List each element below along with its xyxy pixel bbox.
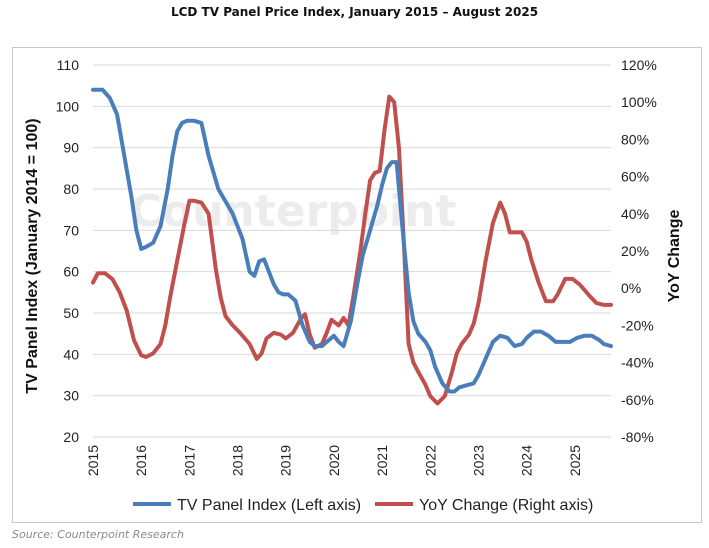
x-tick-label: 2016 — [133, 445, 149, 476]
gridlines — [93, 64, 611, 438]
left-tick-label: 30 — [63, 388, 79, 404]
left-tick-label: 80 — [63, 181, 79, 197]
right-tick-label: 20% — [621, 243, 649, 259]
right-axis-title: YoY Change — [666, 210, 683, 303]
right-tick-label: -20% — [621, 317, 654, 333]
right-tick-label: -80% — [621, 429, 654, 445]
right-tick-label: 120% — [621, 57, 657, 73]
right-tick-label: -40% — [621, 355, 654, 371]
left-tick-label: 70 — [63, 222, 79, 238]
x-axis-ticks: 2015 2016 2017 2018 2019 2020 2021 2022 2023 2024… — [85, 445, 583, 476]
x-tick-label: 2020 — [326, 445, 342, 476]
x-tick-label: 2017 — [181, 445, 197, 476]
watermark-text: Counterpoint — [130, 186, 457, 237]
chart-frame: Counterpoint 20 30 40 50 60 70 80 90 100 110 -80%… — [12, 47, 702, 523]
series-line-index — [91, 87, 613, 394]
line-chart: Counterpoint 20 30 40 50 60 70 80 90 100 110 -80%… — [24, 57, 683, 514]
series-line-yoy — [91, 94, 613, 406]
left-tick-label: 100 — [56, 98, 80, 114]
left-tick-label: 20 — [63, 429, 79, 445]
right-tick-label: -60% — [621, 392, 654, 408]
x-tick-label: 2015 — [85, 445, 101, 476]
x-tick-label: 2018 — [230, 445, 246, 476]
source-note: Source: Counterpoint Research — [12, 528, 184, 541]
legend-label-yoy: YoY Change (Right axis) — [419, 497, 593, 514]
left-tick-label: 90 — [63, 140, 79, 156]
right-tick-label: 80% — [621, 131, 649, 147]
chart-title: LCD TV Panel Price Index, January 2015 –… — [170, 5, 539, 19]
right-tick-label: 40% — [621, 206, 649, 222]
legend: TV Panel Index (Left axis) YoY Change (R… — [133, 497, 593, 514]
x-tick-label: 2022 — [422, 445, 438, 476]
series-layer — [91, 87, 613, 406]
x-tick-label: 2023 — [470, 445, 486, 476]
x-tick-label: 2024 — [519, 445, 535, 476]
left-tick-label: 40 — [63, 346, 79, 362]
left-tick-label: 60 — [63, 264, 79, 280]
left-axis-title: TV Panel Index (January 2014 = 100) — [24, 118, 41, 393]
legend-label-index: TV Panel Index (Left axis) — [177, 497, 361, 514]
left-tick-label: 50 — [63, 305, 79, 321]
x-tick-label: 2025 — [567, 445, 583, 476]
right-tick-label: 100% — [621, 94, 657, 110]
left-tick-label: 110 — [57, 57, 80, 73]
right-axis-ticks: -80% -60% -40% -20% 0% 20% 40% 60% 80% 100% 120% — [621, 57, 657, 445]
right-tick-label: 0% — [621, 280, 641, 296]
right-tick-label: 60% — [621, 169, 649, 185]
x-tick-label: 2019 — [278, 445, 294, 476]
left-axis-ticks: 20 30 40 50 60 70 80 90 100 110 — [56, 57, 80, 445]
x-tick-label: 2021 — [374, 445, 390, 476]
